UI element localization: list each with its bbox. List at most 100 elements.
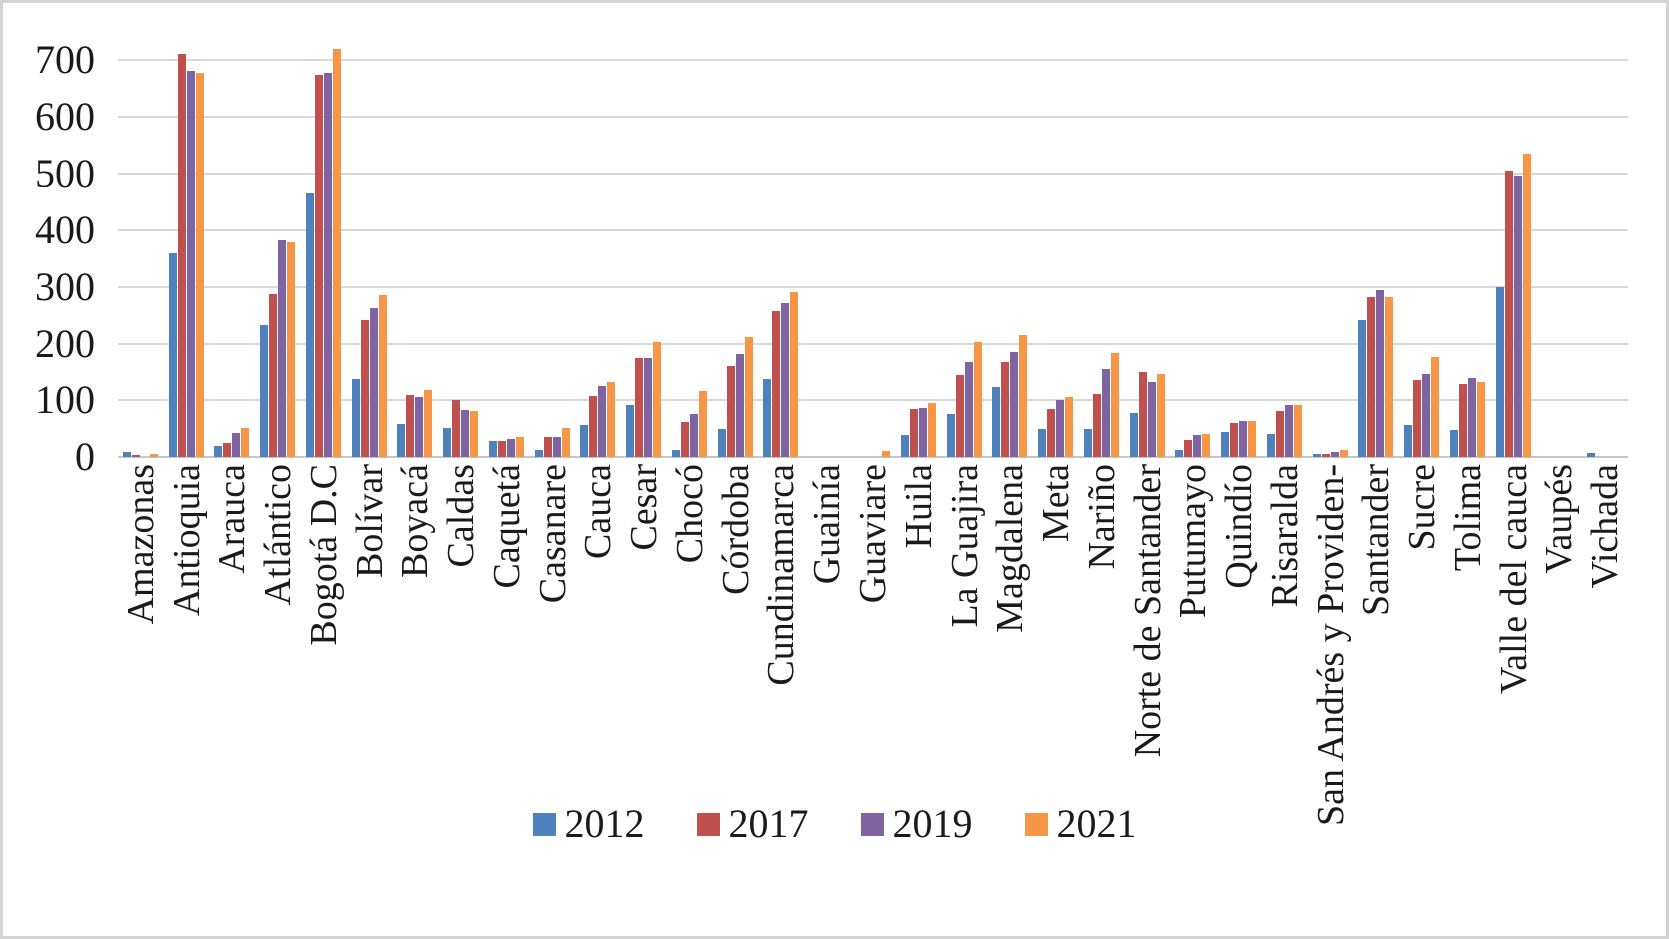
x-axis-label: Cauca xyxy=(577,464,620,559)
bar xyxy=(424,389,433,457)
bar xyxy=(241,428,250,457)
x-axis-label: Vaupés xyxy=(1538,464,1581,574)
bar xyxy=(515,436,524,457)
bar xyxy=(580,424,589,457)
legend-swatch xyxy=(1024,812,1048,836)
x-axis-label: Boyacá xyxy=(394,464,437,578)
bar xyxy=(543,436,552,457)
x-axis-label: Sucre xyxy=(1401,464,1444,551)
bar xyxy=(900,434,909,457)
x-axis-label: Casanare xyxy=(531,464,574,604)
x-axis-label: Cesar xyxy=(623,464,666,551)
bar xyxy=(607,381,616,457)
bar xyxy=(1001,362,1010,457)
bar xyxy=(232,433,241,457)
gridline xyxy=(118,115,1628,118)
bar xyxy=(1193,435,1202,457)
bar xyxy=(790,292,799,457)
y-axis-label: 100 xyxy=(35,377,95,423)
bar xyxy=(726,365,735,457)
x-axis-label: Norte de Santander xyxy=(1126,464,1169,758)
bar xyxy=(1156,373,1165,457)
bar xyxy=(1422,373,1431,457)
x-axis-label: Caldas xyxy=(440,464,483,568)
bar xyxy=(644,358,653,457)
bar xyxy=(1404,424,1413,457)
bar xyxy=(1047,408,1056,457)
bar xyxy=(1101,369,1110,457)
x-axis-label: Santander xyxy=(1355,464,1398,616)
bar xyxy=(1385,297,1394,457)
bar xyxy=(332,49,341,457)
bar xyxy=(598,386,607,457)
bar xyxy=(287,242,296,457)
bar xyxy=(452,399,461,457)
x-axis-label: Magdalena xyxy=(989,464,1032,633)
bar xyxy=(260,324,269,457)
bar xyxy=(314,75,323,457)
x-axis-label: Atlántico xyxy=(257,464,300,606)
bar xyxy=(1284,404,1293,457)
gridline xyxy=(118,59,1628,62)
bar xyxy=(717,429,726,457)
bar xyxy=(1092,394,1101,457)
bar xyxy=(1431,357,1440,457)
legend-label: 2021 xyxy=(1056,801,1137,846)
bar xyxy=(1522,153,1531,457)
bar xyxy=(1458,384,1467,457)
bar xyxy=(909,409,918,457)
x-axis-label: Guainía xyxy=(806,464,849,585)
bar xyxy=(698,391,707,457)
y-axis-label: 500 xyxy=(35,150,95,196)
bar xyxy=(1248,420,1257,457)
bar xyxy=(1467,378,1476,457)
bar xyxy=(443,427,452,457)
x-axis-label: Chocó xyxy=(668,464,711,564)
bar xyxy=(149,454,158,457)
bar xyxy=(1293,405,1302,457)
bar xyxy=(1275,411,1284,457)
bar xyxy=(946,413,955,457)
bar xyxy=(278,240,287,457)
y-axis-label: 600 xyxy=(35,93,95,139)
bar xyxy=(1358,320,1367,457)
legend-swatch xyxy=(532,812,556,836)
bar xyxy=(369,308,378,457)
bar xyxy=(1019,334,1028,457)
bar xyxy=(1330,451,1339,457)
bar xyxy=(1184,439,1193,457)
bar xyxy=(671,449,680,457)
x-axis-label: Huila xyxy=(897,464,940,549)
bar xyxy=(626,404,635,457)
bar xyxy=(186,71,195,457)
bar xyxy=(1495,286,1504,457)
bar xyxy=(680,422,689,457)
x-axis-label: La Guajira xyxy=(943,464,986,628)
bar xyxy=(1312,454,1321,457)
bar xyxy=(927,403,936,457)
x-axis-label: San Andrés y Providen- xyxy=(1309,464,1352,827)
bar xyxy=(561,427,570,457)
bar xyxy=(918,407,927,457)
bar xyxy=(269,293,278,457)
bar xyxy=(635,358,644,457)
bar xyxy=(122,452,131,457)
bar xyxy=(763,379,772,457)
bar xyxy=(973,341,982,457)
bar xyxy=(1504,170,1513,457)
bar xyxy=(1038,428,1047,457)
bar xyxy=(1083,428,1092,457)
legend: 2012 2017 2019 2021 xyxy=(532,801,1137,846)
legend-label: 2012 xyxy=(564,801,645,846)
gridline xyxy=(118,342,1628,345)
bar xyxy=(1202,433,1211,457)
bar xyxy=(1339,449,1348,457)
bar xyxy=(1513,176,1522,457)
y-axis-label: 400 xyxy=(35,207,95,253)
bar xyxy=(488,441,497,457)
gridline xyxy=(118,172,1628,175)
bar xyxy=(415,396,424,457)
bar xyxy=(378,294,387,457)
x-axis-label: Bolívar xyxy=(348,464,391,578)
bar xyxy=(534,449,543,457)
